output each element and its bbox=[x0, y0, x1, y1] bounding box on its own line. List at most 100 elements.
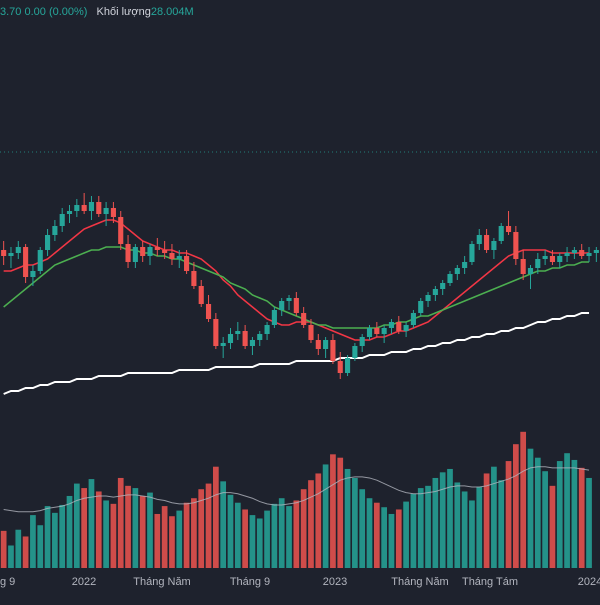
volume-bar bbox=[110, 503, 117, 568]
x-tick-label: Tháng Tám bbox=[462, 576, 518, 588]
volume-bar bbox=[491, 466, 497, 568]
candle bbox=[176, 250, 182, 268]
candle bbox=[549, 250, 555, 265]
candle-body bbox=[184, 256, 190, 271]
volume-bar bbox=[461, 491, 468, 568]
volume-bar bbox=[59, 504, 66, 568]
candle bbox=[140, 241, 146, 262]
candlesticks bbox=[1, 193, 599, 379]
candle-body bbox=[147, 247, 153, 256]
candle bbox=[286, 295, 292, 310]
candle bbox=[454, 265, 460, 280]
candle-body bbox=[447, 274, 453, 283]
volume-bar bbox=[191, 498, 197, 568]
candle-body bbox=[454, 268, 460, 274]
candle-body bbox=[52, 226, 58, 235]
candle-body bbox=[37, 250, 43, 271]
candle-body bbox=[271, 310, 277, 325]
ma-series-ma20 bbox=[3, 219, 590, 341]
volume-bar bbox=[513, 444, 519, 568]
candle-body bbox=[74, 205, 80, 211]
candle-body bbox=[308, 325, 314, 340]
volume-bar bbox=[454, 482, 461, 568]
volume-bar bbox=[154, 513, 161, 568]
candle bbox=[279, 298, 285, 316]
candle-body bbox=[235, 331, 241, 334]
candle bbox=[359, 334, 365, 352]
x-tick-label: 2024 bbox=[578, 576, 600, 588]
candle bbox=[323, 337, 329, 358]
volume-bar bbox=[242, 509, 248, 568]
volume-bar bbox=[81, 488, 87, 568]
candle-body bbox=[257, 334, 263, 340]
volume-bar bbox=[88, 479, 95, 568]
candle bbox=[564, 247, 570, 262]
candle-body bbox=[220, 343, 226, 346]
volume-bar bbox=[373, 502, 380, 568]
candle bbox=[579, 244, 585, 259]
candle bbox=[220, 337, 226, 358]
candle-body bbox=[403, 325, 409, 331]
candle bbox=[520, 250, 526, 280]
candle bbox=[45, 229, 51, 256]
candle bbox=[388, 319, 395, 334]
x-tick-label: Tháng Năm bbox=[391, 576, 448, 588]
candle-body bbox=[593, 250, 599, 253]
volume-bar bbox=[352, 477, 358, 568]
volume-bar bbox=[8, 545, 14, 568]
candle-body bbox=[564, 253, 570, 256]
candle-body bbox=[205, 304, 212, 319]
volume-bar bbox=[322, 464, 329, 568]
volume-bar bbox=[117, 477, 124, 568]
candle-body bbox=[140, 247, 146, 256]
volume-bar bbox=[578, 467, 585, 568]
volume-bar bbox=[249, 515, 256, 568]
candle bbox=[184, 250, 190, 274]
candle-body bbox=[345, 358, 351, 373]
x-tick-label: 2023 bbox=[323, 576, 347, 588]
volume-bar bbox=[183, 502, 190, 568]
candle bbox=[432, 286, 438, 301]
volume-bar bbox=[308, 480, 314, 568]
candle-body bbox=[359, 337, 365, 346]
candle-body bbox=[162, 250, 168, 253]
volume-bar bbox=[366, 498, 373, 568]
candle bbox=[249, 337, 255, 355]
volume-bar bbox=[73, 483, 80, 568]
candle-body bbox=[498, 226, 504, 241]
volume-bar bbox=[549, 485, 556, 568]
candle bbox=[154, 238, 160, 256]
candle-body bbox=[586, 253, 592, 256]
candle bbox=[242, 325, 248, 349]
candle bbox=[59, 208, 65, 232]
volume-bar bbox=[469, 500, 475, 568]
volume-bar bbox=[220, 481, 227, 568]
candle bbox=[403, 322, 409, 337]
candle bbox=[15, 241, 21, 259]
candle bbox=[52, 220, 58, 241]
candle-body bbox=[462, 262, 468, 268]
candle-body bbox=[198, 286, 204, 304]
volume-bar bbox=[337, 457, 344, 568]
candle-body bbox=[191, 271, 197, 286]
ma-series-ma200 bbox=[3, 312, 590, 395]
volume-bar bbox=[483, 473, 490, 568]
volume-bar bbox=[176, 510, 183, 568]
candle bbox=[527, 265, 534, 289]
legend-price: 3.70 bbox=[0, 6, 22, 18]
candle bbox=[66, 205, 73, 223]
volume-bar bbox=[52, 512, 58, 568]
candle-body bbox=[45, 235, 51, 250]
candle bbox=[513, 226, 519, 265]
candle-body bbox=[154, 247, 160, 250]
candle bbox=[410, 310, 416, 328]
volume-bar bbox=[103, 500, 109, 568]
volume-bar bbox=[586, 477, 592, 568]
candle bbox=[337, 352, 343, 379]
candle-body bbox=[293, 298, 299, 313]
candle bbox=[37, 247, 43, 274]
volume-bar bbox=[147, 492, 153, 568]
candle bbox=[147, 244, 153, 265]
